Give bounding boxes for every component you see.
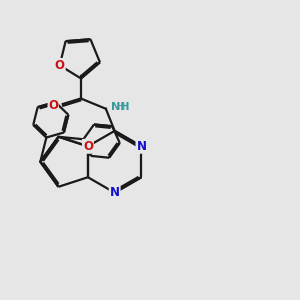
- Text: O: O: [48, 99, 58, 112]
- Text: NH: NH: [111, 102, 130, 112]
- Text: O: O: [55, 59, 65, 72]
- Text: N: N: [110, 186, 120, 199]
- Text: O: O: [83, 140, 93, 153]
- Text: H: H: [117, 102, 125, 112]
- Text: N: N: [136, 140, 146, 153]
